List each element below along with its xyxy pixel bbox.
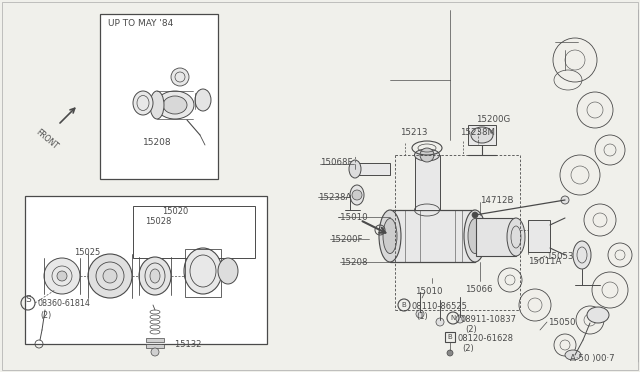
Circle shape bbox=[151, 348, 159, 356]
Circle shape bbox=[553, 38, 597, 82]
Circle shape bbox=[560, 155, 600, 195]
Text: 15213: 15213 bbox=[400, 128, 428, 137]
Text: 15208: 15208 bbox=[340, 258, 367, 267]
Ellipse shape bbox=[349, 160, 361, 178]
Text: A·50 )00·7: A·50 )00·7 bbox=[570, 354, 614, 363]
Text: 15238M: 15238M bbox=[460, 128, 495, 137]
Bar bbox=[528, 220, 550, 252]
Text: 15053: 15053 bbox=[546, 252, 573, 261]
Text: UP TO MAY '84: UP TO MAY '84 bbox=[108, 19, 173, 28]
Ellipse shape bbox=[573, 241, 591, 269]
Text: -15010: -15010 bbox=[338, 213, 369, 222]
Text: 15208: 15208 bbox=[143, 138, 172, 147]
Circle shape bbox=[88, 254, 132, 298]
Ellipse shape bbox=[464, 210, 486, 262]
Text: 15200G: 15200G bbox=[476, 115, 510, 124]
Text: -15132: -15132 bbox=[173, 340, 202, 349]
Text: 15238A: 15238A bbox=[318, 193, 351, 202]
Circle shape bbox=[577, 92, 613, 128]
Ellipse shape bbox=[139, 257, 171, 295]
Text: 15068F: 15068F bbox=[320, 158, 353, 167]
Bar bbox=[133, 206, 255, 258]
Circle shape bbox=[44, 258, 80, 294]
Text: 15020: 15020 bbox=[162, 207, 188, 216]
Text: 08110-86525: 08110-86525 bbox=[412, 302, 468, 311]
Bar bbox=[146, 344, 164, 348]
Circle shape bbox=[554, 334, 576, 356]
Ellipse shape bbox=[184, 248, 222, 294]
Text: 08360-61814: 08360-61814 bbox=[37, 299, 90, 308]
Text: B: B bbox=[402, 302, 406, 308]
Text: 15010: 15010 bbox=[415, 287, 442, 296]
Ellipse shape bbox=[195, 89, 211, 111]
Circle shape bbox=[456, 315, 464, 323]
Circle shape bbox=[103, 269, 117, 283]
Circle shape bbox=[416, 310, 424, 318]
Ellipse shape bbox=[565, 350, 581, 360]
Ellipse shape bbox=[468, 218, 482, 253]
Ellipse shape bbox=[218, 258, 238, 284]
Circle shape bbox=[420, 148, 434, 162]
Text: 15011A: 15011A bbox=[528, 257, 561, 266]
Bar bbox=[445, 332, 455, 342]
Text: (2): (2) bbox=[465, 325, 477, 334]
Ellipse shape bbox=[507, 218, 525, 256]
Text: B: B bbox=[447, 334, 452, 340]
Bar bbox=[415, 155, 440, 210]
Text: 15028: 15028 bbox=[145, 217, 171, 226]
Circle shape bbox=[352, 190, 362, 200]
Bar bbox=[355, 163, 390, 175]
Bar bbox=[146, 338, 164, 342]
Text: 08911-10837: 08911-10837 bbox=[461, 315, 517, 324]
Ellipse shape bbox=[587, 307, 609, 323]
Circle shape bbox=[608, 243, 632, 267]
Ellipse shape bbox=[133, 91, 153, 115]
Ellipse shape bbox=[383, 218, 397, 253]
Circle shape bbox=[592, 272, 628, 308]
Circle shape bbox=[576, 306, 604, 334]
Text: FRONT: FRONT bbox=[34, 128, 60, 152]
Text: N: N bbox=[451, 315, 456, 321]
Ellipse shape bbox=[156, 91, 194, 119]
Text: S: S bbox=[25, 295, 31, 304]
Text: (1): (1) bbox=[416, 312, 428, 321]
Circle shape bbox=[498, 268, 522, 292]
Ellipse shape bbox=[350, 185, 364, 205]
Circle shape bbox=[472, 212, 478, 218]
Ellipse shape bbox=[379, 210, 401, 262]
Text: (2): (2) bbox=[40, 311, 51, 320]
Bar bbox=[100, 14, 218, 179]
Ellipse shape bbox=[415, 149, 440, 161]
Circle shape bbox=[57, 271, 67, 281]
Circle shape bbox=[171, 68, 189, 86]
Circle shape bbox=[595, 135, 625, 165]
Bar bbox=[185, 249, 221, 297]
Circle shape bbox=[519, 289, 551, 321]
Bar bbox=[468, 125, 496, 145]
Bar bbox=[25, 196, 267, 344]
Ellipse shape bbox=[150, 91, 164, 119]
Text: 15066: 15066 bbox=[465, 285, 493, 294]
Bar bbox=[390, 210, 475, 262]
Polygon shape bbox=[390, 10, 638, 362]
Text: 15025: 15025 bbox=[74, 248, 100, 257]
Circle shape bbox=[447, 350, 453, 356]
Text: 15200F: 15200F bbox=[330, 235, 362, 244]
Text: 08120-61628: 08120-61628 bbox=[458, 334, 514, 343]
Ellipse shape bbox=[150, 269, 160, 283]
Bar bbox=[476, 218, 516, 256]
Text: (2): (2) bbox=[462, 344, 474, 353]
Text: 15050: 15050 bbox=[548, 318, 575, 327]
Ellipse shape bbox=[471, 127, 493, 143]
Circle shape bbox=[561, 196, 569, 204]
Circle shape bbox=[584, 204, 616, 236]
Circle shape bbox=[436, 318, 444, 326]
Ellipse shape bbox=[163, 96, 187, 114]
Text: 14712B: 14712B bbox=[480, 196, 513, 205]
